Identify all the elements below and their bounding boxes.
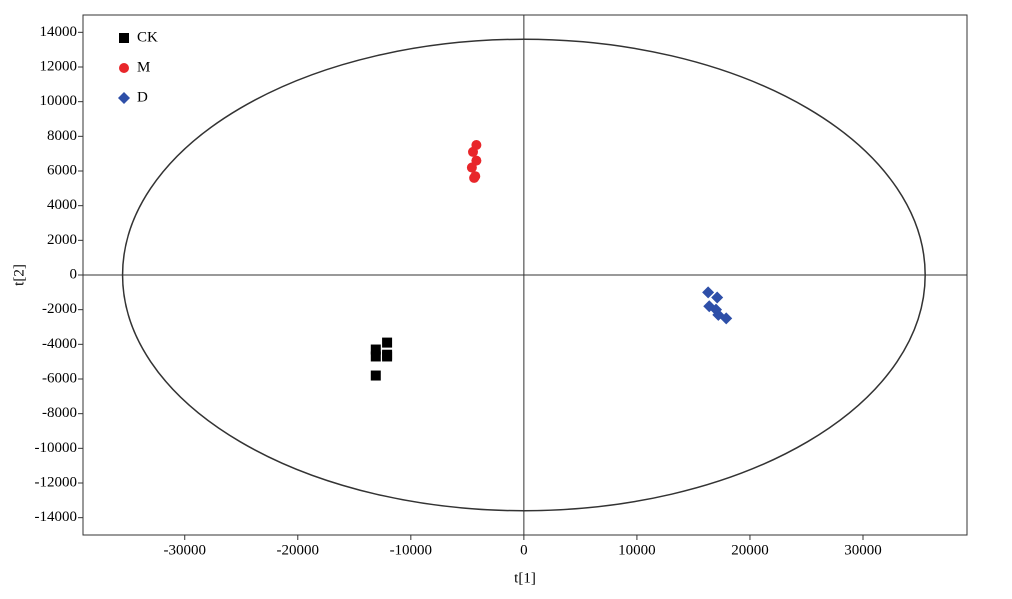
y-tick-label: -14000 <box>35 509 78 525</box>
x-tick-label: 20000 <box>731 542 769 558</box>
y-tick-label: 8000 <box>47 128 77 144</box>
x-axis-label: t[1] <box>514 570 536 586</box>
point <box>468 146 478 157</box>
y-tick-label: 14000 <box>40 24 78 40</box>
x-tick-label: 30000 <box>844 542 882 558</box>
point <box>382 337 393 348</box>
y-tick-label: -2000 <box>42 301 77 317</box>
y-tick-label: 6000 <box>47 162 77 178</box>
y-tick-label: -8000 <box>42 405 77 421</box>
y-tick-label: 10000 <box>40 93 78 109</box>
point <box>382 351 393 362</box>
point <box>370 344 381 355</box>
y-tick-label: 0 <box>70 266 78 282</box>
point <box>370 351 381 362</box>
legend-label: D <box>137 89 148 105</box>
y-tick-label: -6000 <box>42 370 77 386</box>
x-tick-label: -10000 <box>390 542 433 558</box>
y-tick-label: 2000 <box>47 232 77 248</box>
x-tick-label: 0 <box>520 542 528 558</box>
point <box>466 162 477 173</box>
point <box>711 291 724 304</box>
x-tick-label: 10000 <box>618 542 656 558</box>
legend-label: CK <box>137 29 158 45</box>
x-tick-label: -20000 <box>277 542 320 558</box>
point <box>469 172 480 183</box>
y-tick-label: -12000 <box>35 474 78 490</box>
point <box>370 370 381 381</box>
y-tick-label: -10000 <box>35 440 78 456</box>
confidence-ellipse <box>121 38 926 512</box>
y-tick-label: 4000 <box>47 197 77 213</box>
legend-label: M <box>137 59 150 75</box>
legend-marker <box>119 63 129 73</box>
legend-marker <box>119 33 129 43</box>
y-axis-label: t[2] <box>11 264 27 286</box>
point <box>720 312 733 325</box>
point <box>702 286 715 299</box>
y-tick-label: 12000 <box>40 58 78 74</box>
x-tick-label: -30000 <box>163 542 206 558</box>
y-tick-label: -4000 <box>42 336 77 352</box>
legend-marker <box>118 92 130 104</box>
